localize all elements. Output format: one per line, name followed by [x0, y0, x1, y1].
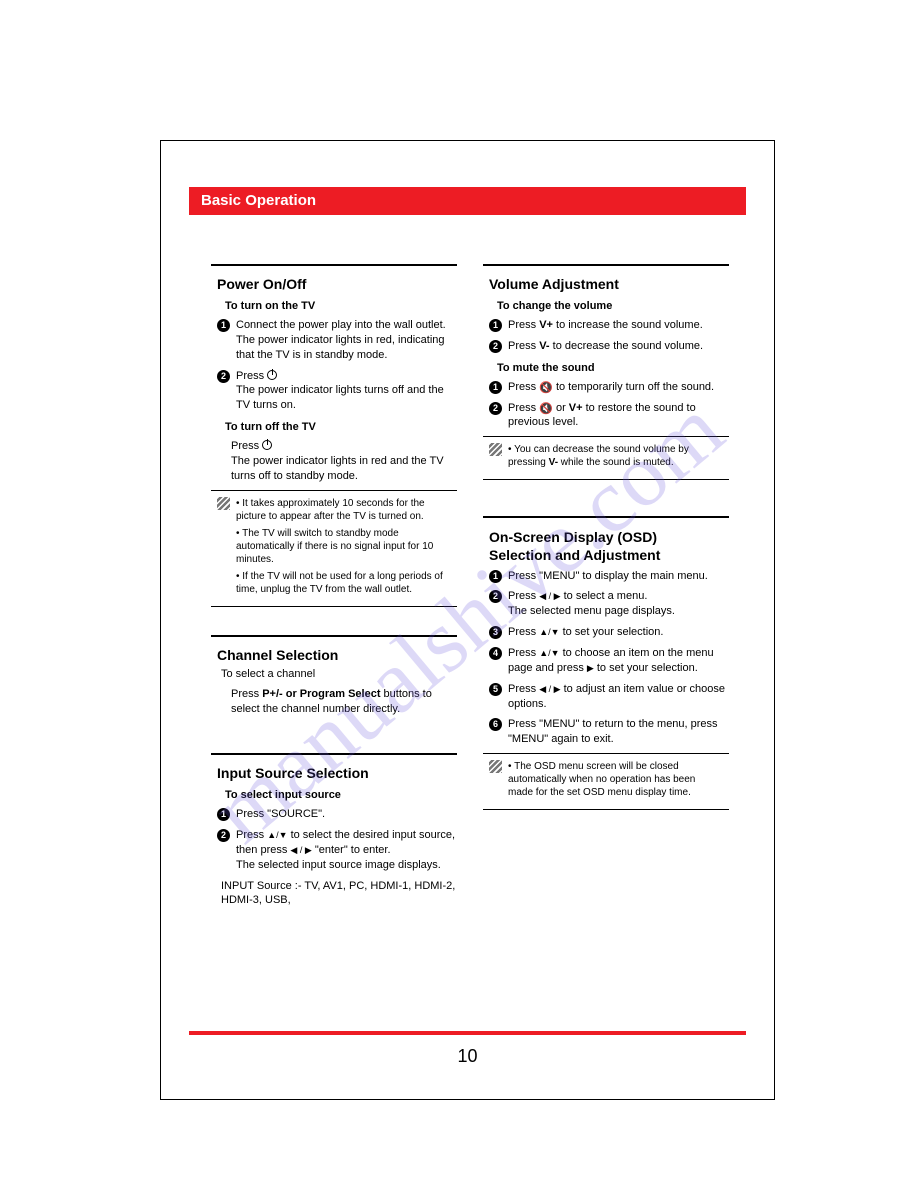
power-icon	[267, 370, 277, 380]
power-off-subheading: To turn off the TV	[225, 421, 457, 433]
divider	[483, 753, 729, 754]
step-text: Press ▲/▼ to choose an item on the menu …	[508, 646, 729, 676]
divider	[483, 479, 729, 480]
numbered-step: 1 Press V+ to increase the sound volume.	[489, 318, 729, 333]
numbered-step: 1 Press "SOURCE".	[217, 807, 457, 822]
note-block: You can decrease the sound volume by pre…	[489, 443, 723, 473]
step-text: Press V- to decrease the sound volume.	[508, 339, 729, 354]
divider	[483, 264, 729, 266]
step-text: Press ◀ / ▶ to adjust an item value or c…	[508, 682, 729, 712]
numbered-step: 6 Press "MENU" to return to the menu, pr…	[489, 717, 729, 747]
note-icon	[489, 760, 502, 773]
numbered-step: 1 Press "MENU" to display the main menu.	[489, 569, 729, 584]
page: Basic Operation Power On/Off To turn on …	[0, 0, 918, 1188]
note-icon	[489, 443, 502, 456]
numbered-step: 2 Press The power indicator lights turns…	[217, 369, 457, 414]
step-text: Press "SOURCE".	[236, 807, 457, 822]
section-header: Basic Operation	[189, 187, 746, 215]
step-text: Press The power indicator lights turns o…	[236, 369, 457, 414]
numbered-step: 5 Press ◀ / ▶ to adjust an item value or…	[489, 682, 729, 712]
divider	[483, 809, 729, 810]
numbered-step: 2 Press ◀ / ▶ to select a menu.The selec…	[489, 589, 729, 619]
sub-text: To select a channel	[221, 667, 457, 682]
volume-mute-subheading: To mute the sound	[497, 362, 729, 374]
numbered-step: 4 Press ▲/▼ to choose an item on the men…	[489, 646, 729, 676]
step-number-icon: 2	[489, 590, 502, 603]
divider	[211, 753, 457, 755]
step-number-icon: 2	[489, 402, 502, 415]
page-border: Basic Operation Power On/Off To turn on …	[160, 140, 775, 1100]
section-header-title: Basic Operation	[201, 192, 316, 209]
divider	[211, 490, 457, 491]
divider	[211, 635, 457, 637]
step-number-icon: 6	[489, 718, 502, 731]
step-number-icon: 4	[489, 647, 502, 660]
divider	[483, 436, 729, 437]
numbered-step: 2 Press ▲/▼ to select the desired input …	[217, 828, 457, 873]
note-item: The OSD menu screen will be closed autom…	[508, 760, 723, 799]
bold-span: P+/- or Program Select	[262, 688, 380, 700]
step-text: Press "MENU" to display the main menu.	[508, 569, 729, 584]
step-number-icon: 1	[217, 808, 230, 821]
note-block: The OSD menu screen will be closed autom…	[489, 760, 723, 803]
note-item: If the TV will not be used for a long pe…	[236, 570, 451, 596]
divider	[211, 606, 457, 607]
note-block: It takes approximately 10 seconds for th…	[217, 497, 451, 600]
note-item: The TV will switch to standby mode autom…	[236, 527, 451, 566]
step-text: Press ◀ / ▶ to select a menu.The selecte…	[508, 589, 729, 619]
numbered-step: 2 Press V- to decrease the sound volume.	[489, 339, 729, 354]
left-column: Power On/Off To turn on the TV 1 Connect…	[211, 256, 457, 999]
power-icon	[262, 440, 272, 450]
step-number-icon: 5	[489, 683, 502, 696]
numbered-step: 1 Press 🔇 to temporarily turn off the so…	[489, 380, 729, 395]
input-subheading: To select input source	[225, 789, 457, 801]
divider	[211, 264, 457, 266]
step-number-icon: 3	[489, 626, 502, 639]
content-columns: Power On/Off To turn on the TV 1 Connect…	[211, 256, 729, 999]
numbered-step: 1 Connect the power play into the wall o…	[217, 318, 457, 363]
step-text: Press 🔇 to temporarily turn off the soun…	[508, 380, 729, 395]
body-text: Press The power indicator lights in red …	[231, 439, 457, 484]
step-number-icon: 2	[217, 370, 230, 383]
power-heading: Power On/Off	[217, 276, 451, 292]
divider	[483, 516, 729, 518]
page-number: 10	[161, 1046, 774, 1067]
numbered-step: 2 Press 🔇 or V+ to restore the sound to …	[489, 401, 729, 431]
note-list: It takes approximately 10 seconds for th…	[236, 497, 451, 600]
volume-change-subheading: To change the volume	[497, 300, 729, 312]
note-icon	[217, 497, 230, 510]
step-number-icon: 1	[489, 319, 502, 332]
power-on-subheading: To turn on the TV	[225, 300, 457, 312]
mute-icon: 🔇	[539, 383, 553, 394]
step-text: Press "MENU" to return to the menu, pres…	[508, 717, 729, 747]
body-text: Press P+/- or Program Select buttons to …	[231, 687, 457, 717]
step-text: Press ▲/▼ to select the desired input so…	[236, 828, 457, 873]
input-heading: Input Source Selection	[217, 765, 451, 781]
input-source-list: INPUT Source :- TV, AV1, PC, HDMI-1, HDM…	[221, 879, 457, 909]
numbered-step: 3 Press ▲/▼ to set your selection.	[489, 625, 729, 640]
footer-rule	[189, 1031, 746, 1035]
mute-icon: 🔇	[539, 404, 553, 415]
text-span: Press	[231, 688, 262, 700]
osd-heading: On-Screen Display (OSD) Selection and Ad…	[489, 528, 723, 564]
step-text: Press 🔇 or V+ to restore the sound to pr…	[508, 401, 729, 431]
step-text: Connect the power play into the wall out…	[236, 318, 457, 363]
step-number-icon: 1	[217, 319, 230, 332]
note-text: The OSD menu screen will be closed autom…	[508, 760, 723, 803]
note-item: It takes approximately 10 seconds for th…	[236, 497, 451, 523]
step-number-icon: 1	[489, 381, 502, 394]
step-number-icon: 2	[489, 340, 502, 353]
step-number-icon: 2	[217, 829, 230, 842]
step-text: Press V+ to increase the sound volume.	[508, 318, 729, 333]
note-item: You can decrease the sound volume by pre…	[508, 443, 723, 469]
volume-heading: Volume Adjustment	[489, 276, 723, 292]
note-text: You can decrease the sound volume by pre…	[508, 443, 723, 473]
channel-heading: Channel Selection	[217, 647, 451, 663]
step-number-icon: 1	[489, 570, 502, 583]
step-text: Press ▲/▼ to set your selection.	[508, 625, 729, 640]
right-column: Volume Adjustment To change the volume 1…	[483, 256, 729, 999]
